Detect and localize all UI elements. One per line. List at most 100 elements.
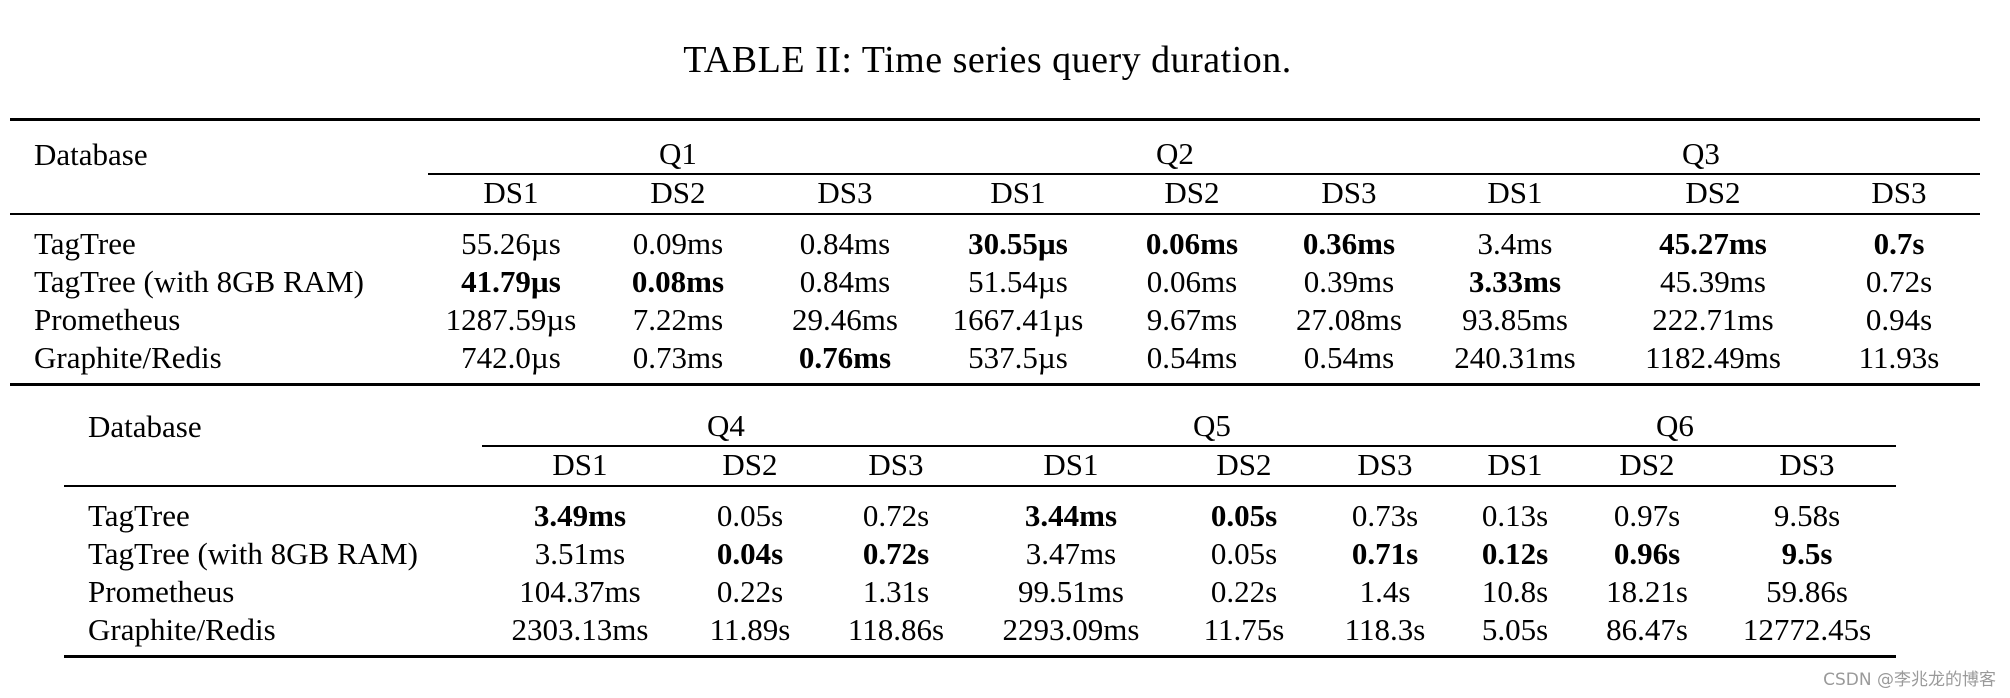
table-row: TagTree (with 8GB RAM) 41.79µs 0.08ms 0.84m… <box>10 263 1980 301</box>
duration-cell: 55.26µs <box>461 226 561 261</box>
subheader-ds1: DS1 <box>928 174 1108 215</box>
duration-cell: 9.5s <box>1781 536 1833 571</box>
duration-cell: 0.72s <box>862 498 930 533</box>
subheader-ds2: DS2 <box>1108 174 1276 215</box>
duration-cell: 0.73ms <box>632 340 724 375</box>
duration-cell: 3.51ms <box>534 536 626 571</box>
duration-cell: 1182.49ms <box>1645 340 1781 375</box>
duration-cell: 5.05s <box>1481 612 1549 647</box>
subheader-ds2: DS2 <box>594 174 762 215</box>
duration-cell: 11.93s <box>1858 340 1940 375</box>
duration-cell: 118.3s <box>1344 612 1426 647</box>
database-name-cell: TagTree (with 8GB RAM) <box>88 536 418 571</box>
duration-cell: 51.54µs <box>968 264 1068 299</box>
duration-cell: 2293.09ms <box>1002 612 1140 647</box>
subheader-ds3: DS3 <box>1316 446 1454 487</box>
duration-cell: 104.37ms <box>519 574 641 609</box>
duration-cell: 0.94s <box>1865 302 1933 337</box>
subheader-ds1: DS1 <box>1422 174 1608 215</box>
table-row: Graphite/Redis 2303.13ms 11.89s 118.86s 2293… <box>64 611 1896 655</box>
duration-cell: 1287.59µs <box>445 302 577 337</box>
duration-cell: 0.06ms <box>1145 226 1239 261</box>
table-row: Prometheus 104.37ms 0.22s 1.31s 99.51ms 0.22s… <box>64 573 1896 611</box>
database-name-cell: Prometheus <box>88 574 235 609</box>
group-header-q1: Q1 <box>428 121 928 175</box>
duration-cell: 9.67ms <box>1146 302 1238 337</box>
duration-cell: 0.06ms <box>1146 264 1238 299</box>
database-name-cell: Prometheus <box>34 302 181 337</box>
duration-cell: 0.12s <box>1481 536 1549 571</box>
database-name-cell: TagTree (with 8GB RAM) <box>34 264 364 299</box>
duration-cell: 9.58s <box>1773 498 1841 533</box>
duration-cell: 12772.45s <box>1742 612 1872 647</box>
duration-cell: 11.75s <box>1203 612 1285 647</box>
duration-cell: 1.31s <box>862 574 930 609</box>
duration-cell: 3.47ms <box>1025 536 1117 571</box>
duration-cell: 0.39ms <box>1303 264 1395 299</box>
duration-cell: 1.4s <box>1359 574 1411 609</box>
table-row: TagTree 55.26µs 0.09ms 0.84ms 30.55µs 0.06ms 0… <box>10 214 1980 263</box>
group-header-q6: Q6 <box>1454 393 1896 447</box>
subheader-ds1: DS1 <box>1454 446 1576 487</box>
group-header-q2: Q2 <box>928 121 1422 175</box>
subheader-ds3: DS3 <box>1718 446 1896 487</box>
subheader-ds1: DS1 <box>970 446 1172 487</box>
duration-cell: 3.33ms <box>1468 264 1562 299</box>
group-header-q4: Q4 <box>482 393 970 447</box>
duration-cell: 29.46ms <box>792 302 898 337</box>
duration-cell: 18.21s <box>1606 574 1688 609</box>
empty-header-cell <box>64 446 482 487</box>
duration-cell: 93.85ms <box>1462 302 1568 337</box>
duration-cell: 59.86s <box>1766 574 1848 609</box>
duration-cell: 118.86s <box>847 612 945 647</box>
duration-cell: 3.49ms <box>533 498 627 533</box>
table-row: Prometheus 1287.59µs 7.22ms 29.46ms 1667.41µ… <box>10 301 1980 339</box>
table-row: TagTree (with 8GB RAM) 3.51ms 0.04s 0.72s 3.… <box>64 535 1896 573</box>
duration-cell: 10.8s <box>1481 574 1549 609</box>
group-header-q5: Q5 <box>970 393 1454 447</box>
duration-cell: 0.05s <box>1210 498 1278 533</box>
duration-cell: 0.84ms <box>799 264 891 299</box>
subheader-ds3: DS3 <box>1276 174 1422 215</box>
query-duration-table-q4-q6: Database Q4 Q5 Q6 DS1 DS2 DS3 DS1 DS2 DS… <box>64 393 1896 658</box>
duration-cell: 0.05s <box>1210 536 1278 571</box>
database-name-cell: TagTree <box>34 226 136 261</box>
duration-cell: 27.08ms <box>1296 302 1402 337</box>
duration-cell: 45.39ms <box>1660 264 1766 299</box>
duration-cell: 0.54ms <box>1303 340 1395 375</box>
subheader-ds2: DS2 <box>678 446 822 487</box>
duration-cell: 240.31ms <box>1454 340 1576 375</box>
duration-cell: 0.04s <box>716 536 784 571</box>
duration-cell: 1667.41µs <box>952 302 1084 337</box>
duration-cell: 0.71s <box>1351 536 1419 571</box>
duration-cell: 11.89s <box>709 612 791 647</box>
table-row: Graphite/Redis 742.0µs 0.73ms 0.76ms 537.5µs… <box>10 339 1980 383</box>
empty-header-cell <box>10 174 428 215</box>
subheader-ds2: DS2 <box>1608 174 1818 215</box>
duration-cell: 2303.13ms <box>511 612 649 647</box>
duration-cell: 3.4ms <box>1477 226 1553 261</box>
subheader-ds3: DS3 <box>822 446 970 487</box>
database-name-cell: Graphite/Redis <box>88 612 276 647</box>
database-header: Database <box>34 136 148 172</box>
duration-cell: 0.54ms <box>1146 340 1238 375</box>
duration-cell: 99.51ms <box>1018 574 1124 609</box>
duration-cell: 86.47s <box>1606 612 1688 647</box>
duration-cell: 0.72s <box>862 536 930 571</box>
duration-cell: 0.09ms <box>632 226 724 261</box>
duration-cell: 0.76ms <box>798 340 892 375</box>
table-caption: TABLE II: Time series query duration. <box>683 39 1292 81</box>
duration-cell: 45.27ms <box>1659 226 1767 261</box>
duration-cell: 742.0µs <box>461 340 561 375</box>
duration-cell: 3.44ms <box>1024 498 1118 533</box>
duration-cell: 0.96s <box>1613 536 1681 571</box>
duration-cell: 0.05s <box>716 498 784 533</box>
duration-cell: 0.22s <box>716 574 784 609</box>
subheader-ds2: DS2 <box>1172 446 1316 487</box>
duration-cell: 0.84ms <box>799 226 891 261</box>
duration-cell: 0.13s <box>1481 498 1549 533</box>
duration-cell: 222.71ms <box>1652 302 1774 337</box>
duration-cell: 0.73s <box>1351 498 1419 533</box>
duration-cell: 0.7s <box>1873 226 1925 261</box>
query-duration-table-q1-q3: Database Q1 Q2 Q3 DS1 DS2 DS3 DS1 DS2 DS… <box>10 118 1980 386</box>
